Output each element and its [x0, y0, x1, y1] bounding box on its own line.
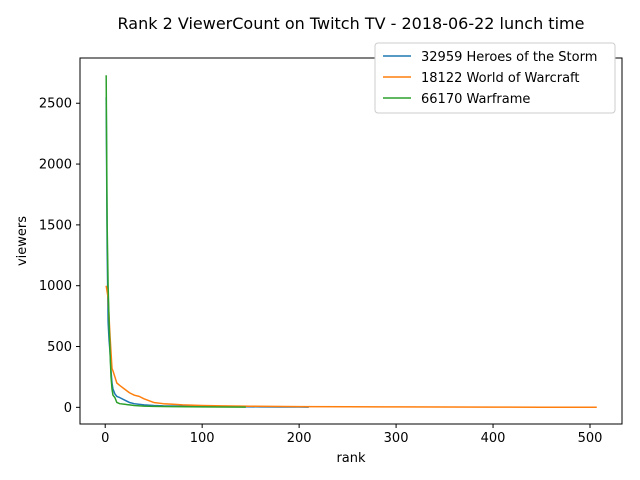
series-line-3 — [105, 75, 246, 408]
chart-title: Rank 2 ViewerCount on Twitch TV - 2018-0… — [118, 14, 585, 33]
legend-box — [374, 42, 616, 114]
y-tick-label: 1500 — [39, 218, 72, 233]
axes-layer: 0 100 200 300 400 500 0 500 1000 1500 2000 2500 — [39, 97, 603, 446]
x-tick-label: 300 — [384, 431, 409, 446]
legend: 32959 Heroes of the Storm 18122 World of … — [374, 42, 616, 114]
legend-label-1: 32959 Heroes of the Storm — [421, 50, 597, 65]
y-tick-label: 0 — [64, 401, 72, 416]
plot-area — [80, 58, 622, 424]
legend-label-3: 66170 Warframe — [421, 92, 530, 107]
x-tick-label: 400 — [481, 431, 506, 446]
x-tick-label: 100 — [190, 431, 215, 446]
plot-frame — [79, 57, 623, 425]
x-axis-label: rank — [336, 451, 366, 466]
y-tick-label: 1000 — [39, 279, 72, 294]
legend-label-2: 18122 World of Warcraft — [421, 71, 580, 86]
y-tick-label: 2000 — [39, 158, 72, 173]
series-line-2 — [105, 285, 597, 408]
y-tick-label: 2500 — [39, 97, 72, 112]
x-tick-label: 500 — [578, 431, 603, 446]
y-tick-label: 500 — [47, 340, 72, 355]
x-tick-label: 200 — [287, 431, 312, 446]
series-layer — [105, 75, 597, 408]
y-axis-label: viewers — [15, 216, 30, 266]
x-tick-label: 0 — [101, 431, 109, 446]
